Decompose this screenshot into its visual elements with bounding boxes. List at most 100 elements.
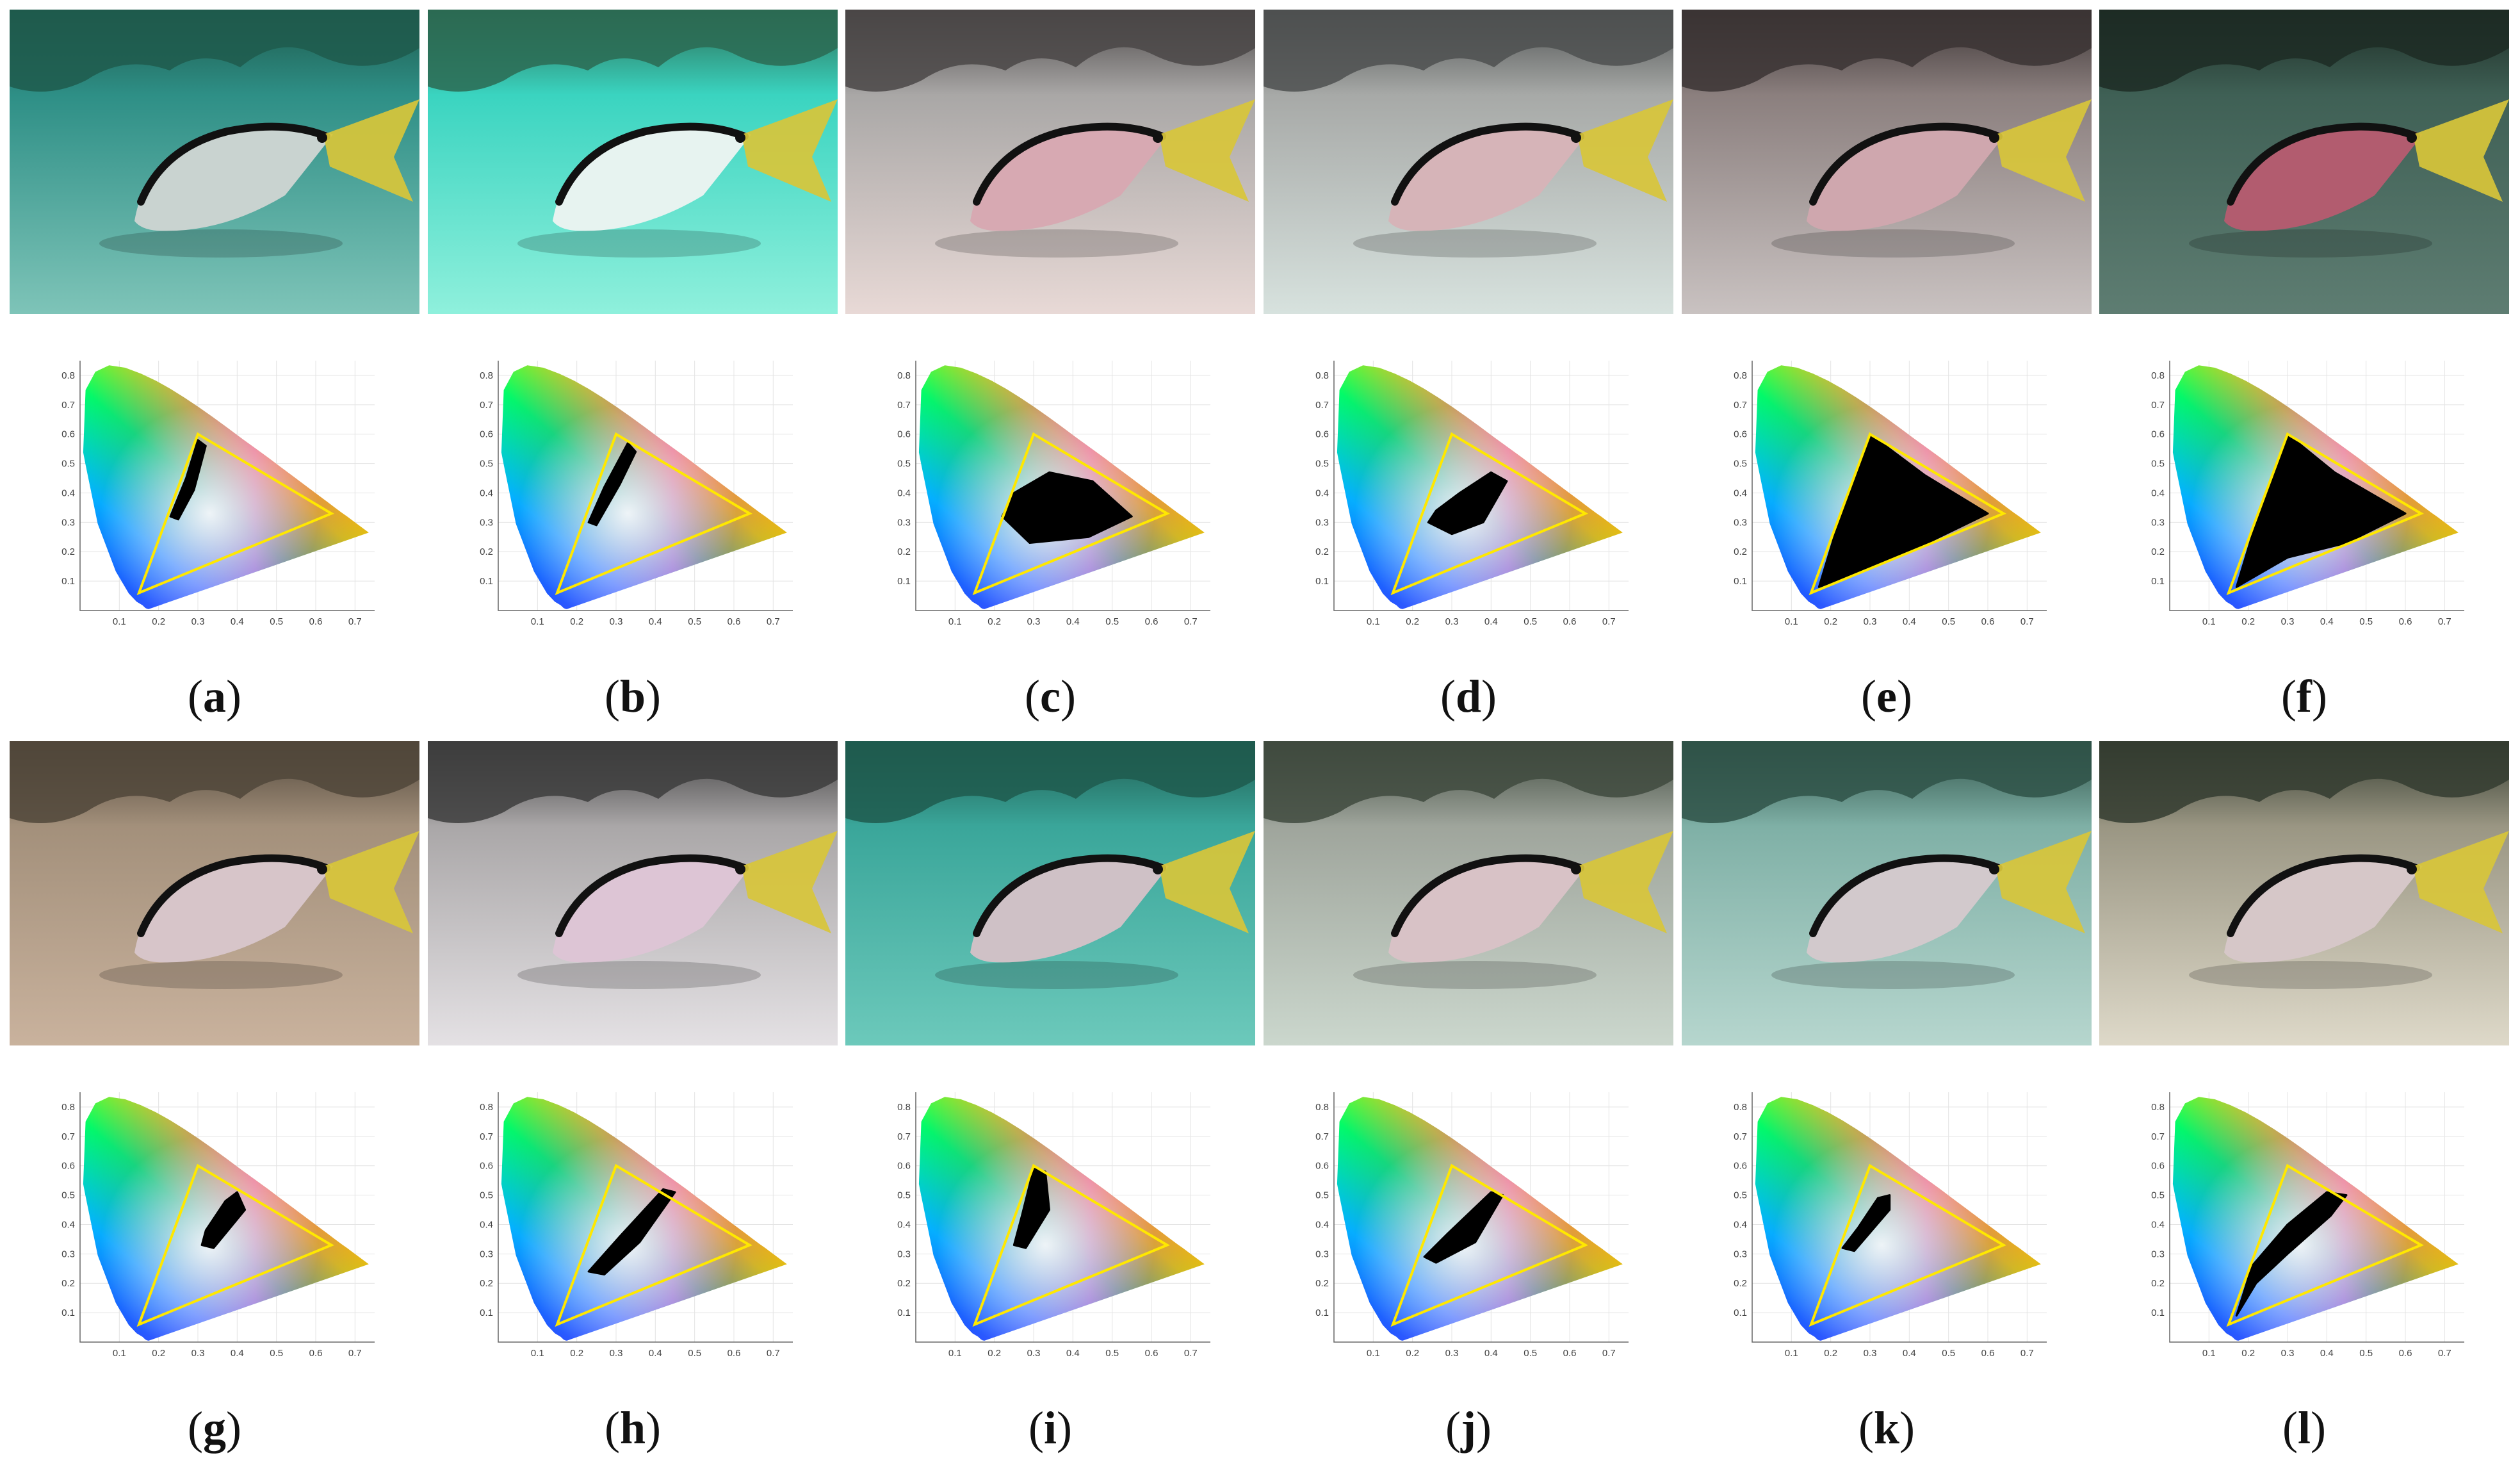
y-tick-label: 0.7 [480,1131,493,1142]
fish-eye [2407,864,2417,874]
x-tick-label: 0.1 [113,616,126,627]
figure-panel-d: 0.1 0.2 0.3 0.4 0.5 0.6 0.7 0.1 0.2 0.3 0.4 0.5 0.6 0… [1264,10,1673,727]
y-tick-label: 0.4 [2151,488,2165,498]
pixel-chromaticity-cluster [587,442,637,527]
x-tick-label: 0.3 [191,1348,205,1359]
pixel-chromaticity-cluster [587,1188,676,1275]
underwater-fish-photo [1264,741,1673,1045]
axes [498,1092,793,1343]
panel-caption: (i) [1028,1402,1072,1454]
fish-tail [1996,831,2092,933]
srgb-gamut-triangle [1390,1163,1588,1327]
fish-tail [1159,831,1255,933]
x-tick-label: 0.6 [1981,1348,1995,1359]
underwater-fish-photo [1682,10,2092,314]
y-tick-label: 0.1 [1734,576,1747,587]
srgb-gamut-triangle [2226,1163,2424,1327]
y-tick-label: 0.7 [2151,1131,2165,1142]
chromaticity-diagram: 0.1 0.2 0.3 0.4 0.5 0.6 0.7 0.1 0.2 0.3 0.4 0.5 0.6 0… [460,356,806,641]
axes [1752,361,2047,611]
panel-label: f [2296,671,2312,722]
x-tick-label: 0.4 [1066,616,1080,627]
x-tick-label: 0.5 [2359,1348,2373,1359]
reef-rocks [428,741,838,823]
figure-panel-k: 0.1 0.2 0.3 0.4 0.5 0.6 0.7 0.1 0.2 0.3 0.4 0.5 0.6 0… [1682,741,2092,1459]
panel-label: a [203,671,226,722]
y-tick-label: 0.8 [2151,370,2165,381]
x-tick-label: 0.2 [988,616,1001,627]
fish-tail [1577,99,1673,202]
underwater-fish-photo [10,10,419,314]
y-tick-label: 0.4 [1315,488,1329,498]
panel-caption: (j) [1445,1402,1492,1454]
y-tick-label: 0.8 [897,1102,911,1113]
white-point-region [501,365,787,609]
x-tick-label: 0.2 [1824,616,1837,627]
y-tick-label: 0.6 [2151,429,2165,440]
fish-stripe [1809,122,2003,206]
y-tick-label: 0.2 [1734,546,1747,557]
fish-shadow [935,229,1178,258]
y-tick-label: 0.8 [897,370,911,381]
axes [498,361,793,611]
fish-shadow [1353,961,1597,989]
x-tick-label: 0.3 [1864,1348,1877,1359]
y-tick-label: 0.4 [480,1219,493,1230]
panel-label: l [2297,1402,2311,1454]
y-tick-label: 0.1 [1315,1307,1329,1318]
x-tick-label: 0.7 [348,616,362,627]
y-tick-label: 0.6 [897,1161,911,1172]
x-tick-label: 0.1 [531,1348,544,1359]
srgb-gamut-triangle [136,432,334,596]
y-tick-label: 0.4 [1734,488,1747,498]
reef-rocks [428,10,838,92]
x-tick-label: 0.1 [113,1348,126,1359]
chromaticity-diagram: 0.1 0.2 0.3 0.4 0.5 0.6 0.7 0.1 0.2 0.3 0.4 0.5 0.6 0… [2131,1087,2477,1372]
y-tick-label: 0.7 [480,400,493,411]
y-tick-label: 0.7 [61,1131,75,1142]
y-tick-label: 0.6 [1734,429,1747,440]
axes [1333,1092,1629,1343]
x-tick-label: 0.6 [2399,1348,2412,1359]
x-tick-label: 0.4 [649,616,662,627]
reef-rocks [1264,10,1673,92]
panel-label: e [1876,671,1897,722]
white-point-region [918,1097,1205,1341]
x-tick-label: 0.5 [1942,616,1955,627]
fish-stripe [973,122,1166,206]
x-tick-label: 0.7 [2020,1348,2034,1359]
y-tick-label: 0.2 [61,546,75,557]
x-tick-label: 0.7 [1602,1348,1616,1359]
panel-label: c [1040,671,1061,722]
y-tick-label: 0.2 [1734,1278,1747,1289]
y-tick-label: 0.6 [2151,1161,2165,1172]
y-tick-label: 0.3 [61,517,75,528]
fish-stripe [137,122,330,206]
chromaticity-diagram: 0.1 0.2 0.3 0.4 0.5 0.6 0.7 0.1 0.2 0.3 0.4 0.5 0.6 0… [1296,1087,1641,1372]
underwater-fish-photo [2099,10,2509,314]
fish-stripe [2227,854,2420,937]
panel-label: b [619,671,646,722]
pixel-chromaticity-cluster [1001,471,1133,544]
fish-tail [1996,99,2092,202]
chromaticity-plot: 0.1 0.2 0.3 0.4 0.5 0.6 0.7 0.1 0.2 0.3 0.4 0.5 0.6 0… [61,1092,375,1359]
y-tick-label: 0.6 [480,1161,493,1172]
x-tick-label: 0.4 [1903,616,1916,627]
fish-eye [317,864,327,874]
y-tick-label: 0.5 [1315,459,1329,470]
x-tick-label: 0.4 [2320,1348,2334,1359]
x-tick-label: 0.1 [1367,1348,1380,1359]
figure-panel-g: 0.1 0.2 0.3 0.4 0.5 0.6 0.7 0.1 0.2 0.3 0.4 0.5 0.6 0… [10,741,419,1459]
fish-stripe [1809,854,2003,937]
y-tick-label: 0.6 [61,429,75,440]
figure-panel-e: 0.1 0.2 0.3 0.4 0.5 0.6 0.7 0.1 0.2 0.3 0.4 0.5 0.6 0… [1682,10,2092,727]
y-tick-label: 0.2 [2151,546,2165,557]
x-tick-label: 0.4 [1484,1348,1498,1359]
x-tick-label: 0.6 [1145,1348,1158,1359]
x-tick-label: 0.3 [610,616,623,627]
reef-rocks [1682,741,2092,823]
y-tick-label: 0.3 [2151,517,2165,528]
y-tick-label: 0.1 [897,1307,911,1318]
fish-eye [1571,133,1581,143]
srgb-gamut-triangle [1809,432,2006,596]
